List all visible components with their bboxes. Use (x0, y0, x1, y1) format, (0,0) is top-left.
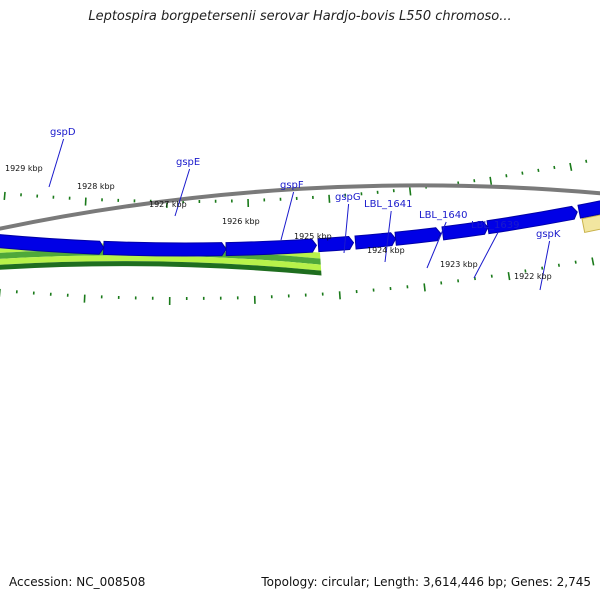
scale-label: 1923 kbp (440, 260, 478, 269)
feature-band-green (0, 255, 322, 271)
scale-tick (521, 171, 524, 175)
scale-tick (489, 176, 493, 185)
scale-label: 1929 kbp (5, 164, 43, 173)
gene-leader-line (426, 221, 447, 269)
gene-label-leaders (48, 138, 551, 291)
gene-label: LBL_1639 (471, 220, 519, 231)
scale-label: 1926 kbp (222, 217, 260, 226)
gene-label: LBL_1641 (364, 199, 412, 210)
gene-leader-line (280, 191, 295, 241)
scale-tick (328, 194, 331, 203)
gene-arrow (577, 200, 600, 219)
gene-label: gspE (176, 157, 200, 168)
scale-tick (3, 191, 6, 201)
scale-tick (569, 162, 573, 171)
scale-tick (557, 263, 560, 267)
scale-tick (574, 260, 577, 264)
gene-arrow (394, 227, 442, 246)
scale-tick (553, 165, 556, 170)
outer-scale-ticks (0, 257, 595, 305)
gene-arrows (0, 200, 600, 257)
gene-leader-line (384, 210, 392, 263)
gene-leader-line (48, 138, 65, 188)
scale-tick (408, 187, 412, 196)
gene-arrow (441, 220, 489, 241)
scale-tick (591, 257, 595, 266)
accession-text: Accession: NC_008508 (9, 575, 146, 589)
gene-label: LBL_1640 (419, 210, 467, 221)
gene-leader-line (174, 168, 191, 217)
gene-leader-line (343, 203, 350, 254)
chromosome-backbone (0, 183, 600, 231)
map-title: Leptospira borgpetersenii serovar Hardjo… (88, 9, 512, 24)
scale-label: 1925 kbp (294, 232, 332, 241)
gene-arrow (486, 205, 578, 235)
chromosome-line (0, 183, 600, 231)
scale-tick (507, 272, 511, 281)
scale-label: 1922 kbp (514, 272, 552, 281)
scale-tick (423, 283, 426, 292)
gene-arrow (0, 234, 105, 255)
scale-label: 1924 kbp (367, 246, 405, 255)
scale-label: 1928 kbp (77, 182, 115, 191)
labels: 1929 kbp 1928 kbp 1927 kbp 1926 kbp 1925 kbp… (5, 127, 561, 281)
gene-arrow (225, 238, 318, 257)
gene-arrow (102, 240, 227, 257)
feature-band-yellow (581, 214, 600, 234)
gene-arrow (354, 232, 397, 250)
gene-leader-line (473, 231, 499, 279)
scale-tick (541, 266, 544, 270)
scale-tick (585, 159, 588, 163)
scale-tick (537, 168, 540, 172)
gene-leader-line (539, 240, 551, 291)
gene-label: gspK (536, 229, 561, 240)
gene-label: gspG (335, 192, 361, 203)
scale-tick (338, 291, 341, 300)
topology-text: Topology: circular; Length: 3,614,446 bp… (261, 575, 591, 589)
scale-label: 1927 kbp (149, 200, 187, 209)
gene-label: gspF (280, 180, 304, 191)
gene-label: gspD (50, 127, 76, 138)
feature-band-green (0, 261, 322, 276)
